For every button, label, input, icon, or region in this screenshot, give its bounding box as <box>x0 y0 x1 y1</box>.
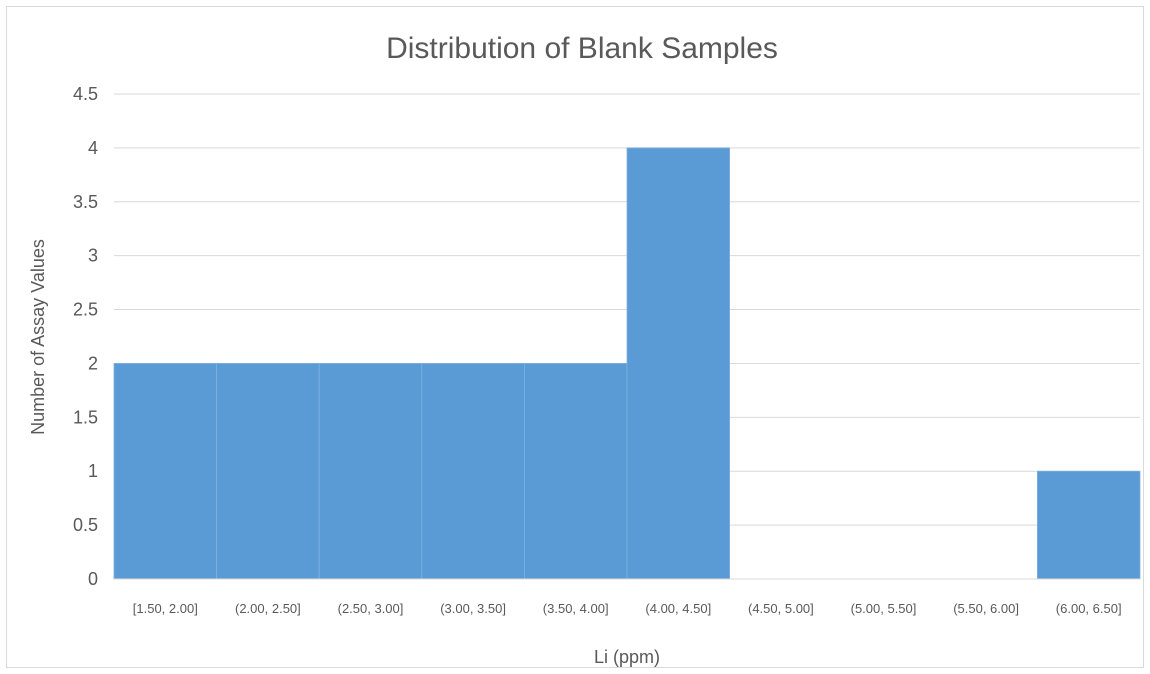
x-tick-label: (3.00, 3.50] <box>440 601 506 616</box>
histogram-bar <box>113 363 217 580</box>
x-tick-label: (5.50, 6.00] <box>953 601 1019 616</box>
y-tick-label: 0 <box>88 569 98 589</box>
y-tick-label: 3 <box>88 246 98 266</box>
y-tick-label: 0.5 <box>73 515 98 535</box>
histogram-bar <box>318 363 423 580</box>
y-tick-label: 3.5 <box>73 192 98 212</box>
y-tick-label: 1.5 <box>73 407 98 427</box>
y-tick-label: 4.5 <box>73 84 98 104</box>
x-tick-label: (5.00, 5.50] <box>851 601 917 616</box>
y-tick-label: 1 <box>88 461 98 481</box>
x-tick-label: (4.00, 4.50] <box>645 601 711 616</box>
x-tick-labels: [1.50, 2.00] (2.00, 2.50] (2.50, 3.00] (3.0… <box>133 601 1122 616</box>
chart-title: Distribution of Blank Samples <box>386 32 778 65</box>
y-tick-labels: 0 0.5 1 1.5 2 2.5 3 3.5 4 4.5 <box>73 84 98 589</box>
histogram-bar <box>1037 470 1141 580</box>
y-tick-label: 2 <box>88 353 98 373</box>
x-tick-label: (2.00, 2.50] <box>235 601 301 616</box>
bars <box>113 147 1141 580</box>
x-tick-label: (2.50, 3.00] <box>338 601 404 616</box>
x-axis-label: Li (ppm) <box>594 647 660 667</box>
x-tick-label: [1.50, 2.00] <box>133 601 198 616</box>
y-tick-label: 2.5 <box>73 300 98 320</box>
x-tick-label: (4.50, 5.00] <box>748 601 814 616</box>
histogram-bar <box>216 363 320 580</box>
x-tick-label: (6.00, 6.50] <box>1056 601 1122 616</box>
y-axis-label: Number of Assay Values <box>28 239 48 435</box>
histogram-bar <box>524 363 628 580</box>
y-tick-label: 4 <box>88 138 98 158</box>
histogram-bar <box>421 363 525 580</box>
x-tick-label: (3.50, 4.00] <box>543 601 609 616</box>
histogram-bar <box>626 147 730 580</box>
